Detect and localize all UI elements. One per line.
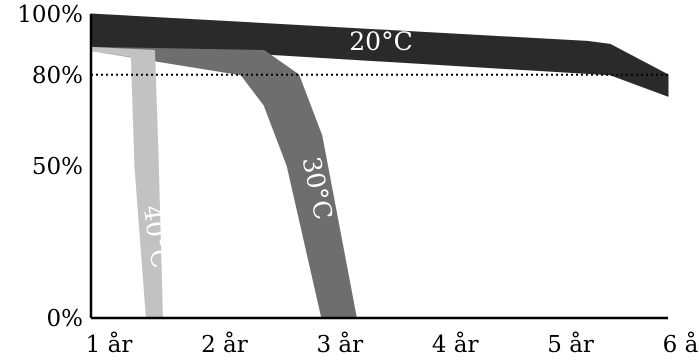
y-tick-labels: 0% 50% 80% 100% xyxy=(17,2,83,332)
series-label-20c: 20°C xyxy=(349,27,412,56)
x-tick-label: 4 år xyxy=(432,331,479,358)
x-tick-label: 5 år xyxy=(547,331,594,358)
y-tick-label: 100% xyxy=(17,2,83,28)
x-tick-label: 2 år xyxy=(201,331,248,358)
y-tick-label: 80% xyxy=(32,63,83,89)
x-tick-label: 3 år xyxy=(316,331,363,358)
axes xyxy=(89,14,668,320)
y-tick-label: 0% xyxy=(47,306,84,332)
series-band-40c xyxy=(90,46,163,319)
x-tick-labels: 1 år 2 år 3 år 4 år 5 år 6 år xyxy=(86,331,699,358)
series-bands xyxy=(90,13,669,319)
y-tick-label: 50% xyxy=(32,154,83,180)
x-tick-label: 6 år xyxy=(663,331,699,358)
x-tick-label: 1 år xyxy=(86,331,133,358)
